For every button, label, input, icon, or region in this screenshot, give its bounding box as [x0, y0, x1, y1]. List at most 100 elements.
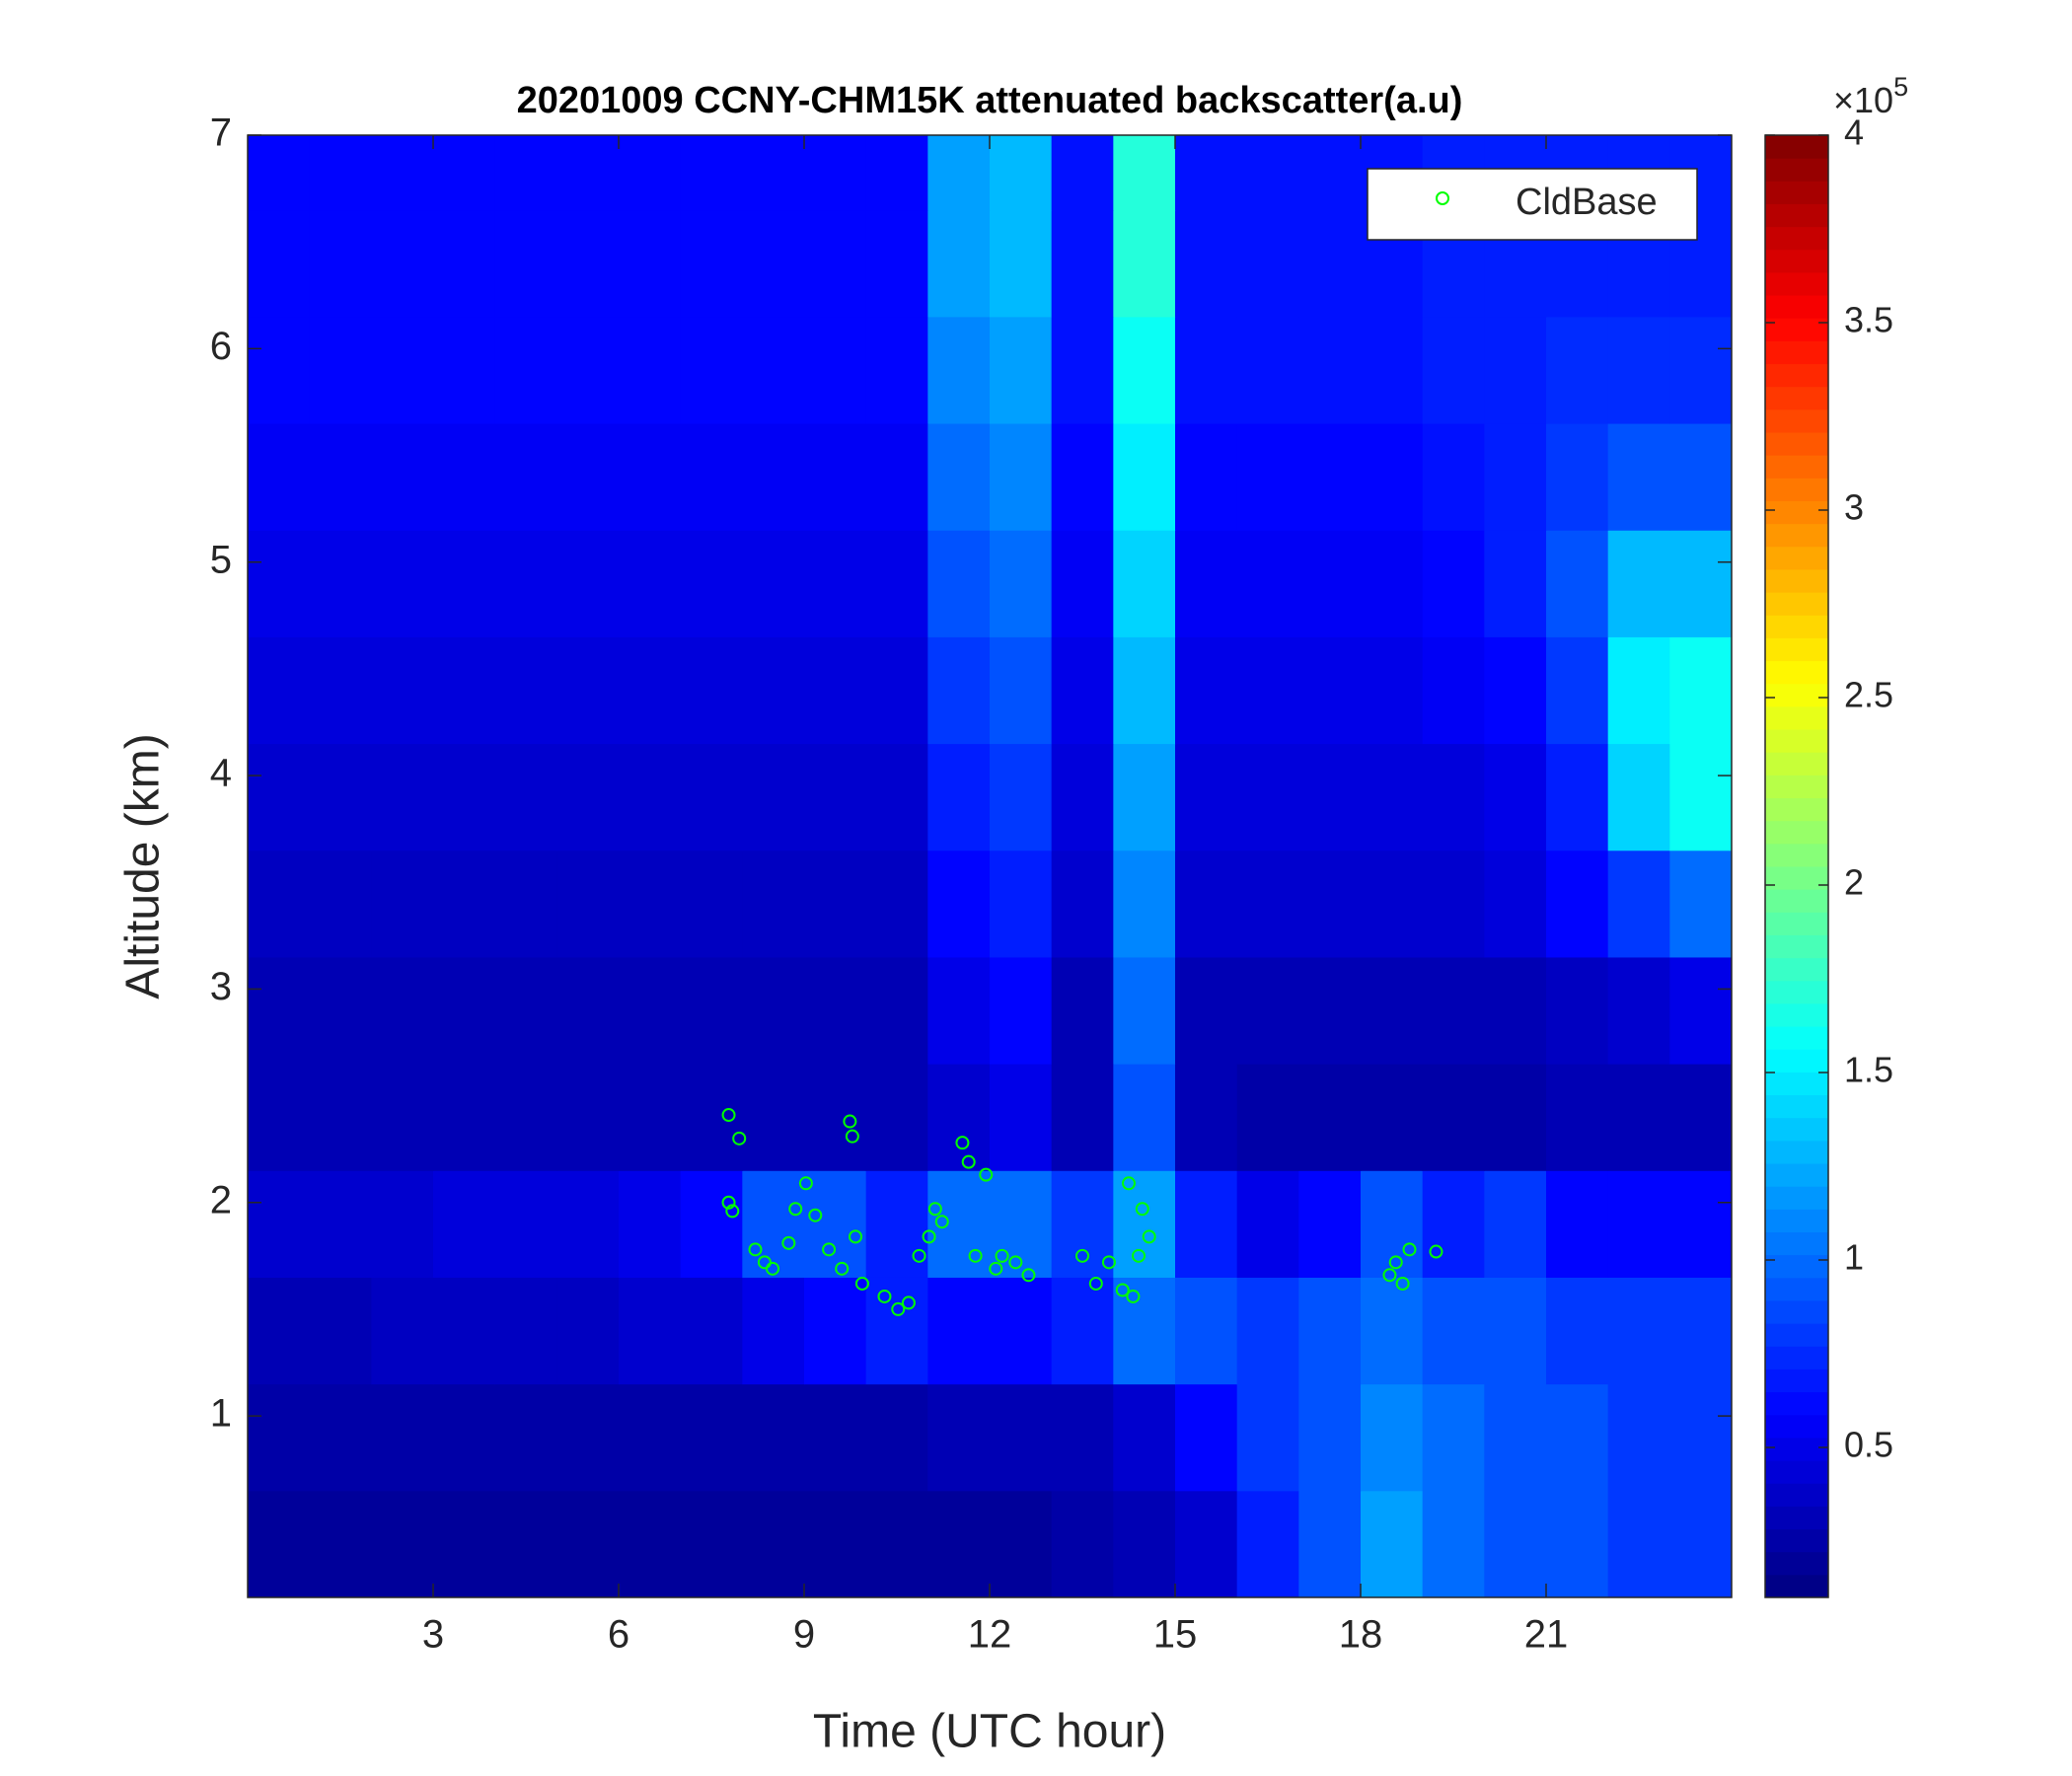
colorbar-swatch — [1765, 1483, 1828, 1507]
heatmap-cell — [1051, 135, 1114, 211]
heatmap-cell — [494, 1490, 557, 1598]
heatmap-cell — [371, 209, 434, 318]
colorbar-swatch — [1765, 889, 1828, 913]
heatmap-cell — [433, 209, 496, 318]
heatmap-cell — [927, 135, 991, 211]
heatmap-cell — [1298, 209, 1362, 318]
heatmap-cell — [865, 1277, 928, 1385]
heatmap-cell — [1236, 1170, 1299, 1278]
colorbar-tick-label: 4 — [1844, 112, 1864, 153]
heatmap-cell — [1298, 1170, 1362, 1278]
heatmap-cell — [1607, 316, 1670, 424]
colorbar-swatch — [1765, 1391, 1828, 1416]
heatmap-cell — [927, 1064, 991, 1171]
cloud-base-point — [721, 1195, 736, 1210]
heatmap-cell — [1113, 209, 1176, 318]
heatmap-cell — [1361, 1383, 1424, 1492]
heatmap-cell — [309, 209, 372, 318]
colorbar-swatch — [1765, 318, 1828, 341]
heatmap-cell — [1484, 956, 1547, 1065]
colorbar-swatch — [1765, 980, 1828, 1004]
heatmap-cell — [1236, 850, 1299, 958]
heatmap-cell — [1175, 636, 1238, 745]
heatmap-cell — [494, 423, 557, 531]
heatmap-cell — [556, 135, 620, 211]
heatmap-cell — [494, 1170, 557, 1278]
heatmap-cell — [865, 209, 928, 318]
heatmap-cell — [1607, 850, 1670, 958]
heatmap-cell — [1051, 530, 1114, 637]
heatmap-cell — [248, 209, 311, 318]
heatmap-cell — [1546, 1277, 1609, 1385]
heatmap-cell — [371, 530, 434, 637]
cloud-base-point — [901, 1295, 916, 1310]
heatmap-cell — [1607, 1277, 1670, 1385]
heatmap-cell — [619, 1490, 682, 1598]
colorbar-swatch — [1765, 1163, 1828, 1187]
colorbar-swatch — [1765, 1414, 1828, 1439]
colorbar-swatch — [1765, 1574, 1828, 1598]
heatmap-cell — [680, 1383, 743, 1492]
heatmap-cell — [433, 530, 496, 637]
colorbar-swatch — [1765, 386, 1828, 410]
heatmap-cell — [1175, 423, 1238, 531]
colorbar-swatch — [1765, 1209, 1828, 1232]
x-tick-label: 9 — [793, 1613, 815, 1657]
x-tick-label: 15 — [1153, 1613, 1198, 1657]
heatmap-cell — [680, 956, 743, 1065]
heatmap-cell — [680, 423, 743, 531]
cloud-base-point — [725, 1204, 740, 1219]
heatmap-cell — [1484, 530, 1547, 637]
heatmap-cell — [1669, 636, 1733, 745]
heatmap-cell — [742, 956, 805, 1065]
heatmap-cell — [1175, 316, 1238, 424]
heatmap-cell — [248, 530, 311, 637]
heatmap-cell — [248, 956, 311, 1065]
heatmap-cell — [927, 316, 991, 424]
heatmap-cell — [1051, 209, 1114, 318]
heatmap-cell — [309, 1490, 372, 1598]
colorbar-swatch — [1765, 271, 1828, 296]
heatmap-cell — [556, 743, 620, 851]
heatmap-cell — [1546, 1383, 1609, 1492]
heatmap-cell — [1051, 316, 1114, 424]
heatmap-cell — [865, 423, 928, 531]
heatmap-cell — [742, 316, 805, 424]
colorbar-swatch — [1765, 957, 1828, 982]
heatmap-cell — [1113, 1490, 1176, 1598]
colorbar-multiplier-base: ×10 — [1833, 80, 1893, 120]
heatmap-cell — [865, 636, 928, 745]
heatmap-cell — [556, 1170, 620, 1278]
cloud-base-point — [1088, 1276, 1103, 1291]
colorbar-swatch — [1765, 912, 1828, 935]
heatmap-cell — [865, 1383, 928, 1492]
heatmap-cell — [1236, 1277, 1299, 1385]
heatmap-cell — [1669, 1490, 1733, 1598]
colorbar-swatch — [1765, 683, 1828, 707]
heatmap-cell — [371, 423, 434, 531]
heatmap-cell — [619, 1277, 682, 1385]
heatmap-cell — [248, 743, 311, 851]
colorbar-swatch — [1765, 523, 1828, 548]
heatmap-cell — [1298, 743, 1362, 851]
heatmap-cell — [1113, 423, 1176, 531]
heatmap-cell — [309, 1064, 372, 1171]
heatmap-cell — [990, 1383, 1053, 1492]
heatmap-cell — [433, 636, 496, 745]
cloud-base-point — [961, 1154, 976, 1169]
heatmap-cell — [990, 956, 1053, 1065]
colorbar-swatch — [1765, 1117, 1828, 1142]
heatmap-cell — [742, 1170, 805, 1278]
heatmap-cell — [371, 636, 434, 745]
cloud-base-point — [922, 1229, 936, 1244]
colorbar-swatch — [1765, 1140, 1828, 1164]
heatmap-cell — [1175, 1170, 1238, 1278]
cloud-base-point — [748, 1242, 763, 1257]
colorbar-swatch — [1765, 1528, 1828, 1553]
heatmap-cell — [309, 1383, 372, 1492]
heatmap-cell — [494, 316, 557, 424]
heatmap-cell — [680, 1064, 743, 1171]
heatmap-cell — [1051, 1277, 1114, 1385]
heatmap-cell — [1669, 956, 1733, 1065]
colorbar-swatch — [1765, 866, 1828, 890]
